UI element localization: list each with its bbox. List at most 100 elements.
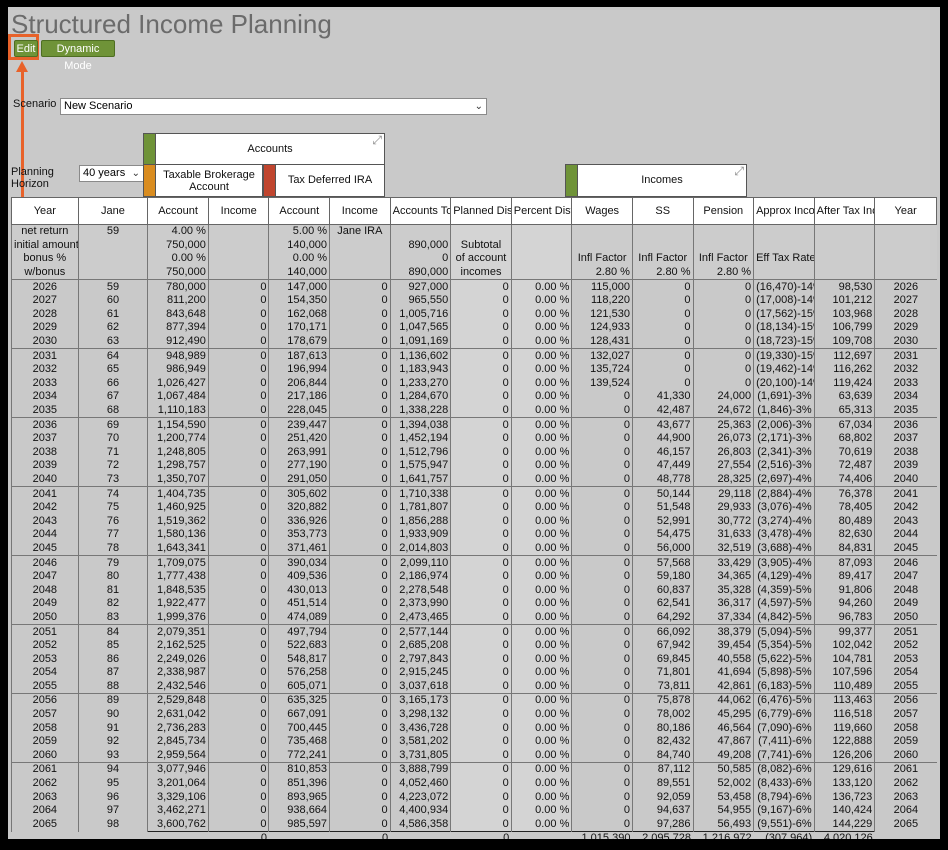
cell-percent-distribution[interactable]: 0.00 % xyxy=(510,390,572,404)
cell-percent-distribution[interactable]: 0.00 % xyxy=(510,500,572,515)
cell-planned-distribution[interactable]: 0 xyxy=(450,514,512,529)
cell-planned-distribution[interactable]: 0 xyxy=(450,817,512,832)
cell-planned-distribution[interactable]: 0 xyxy=(450,693,512,708)
cell-percent-distribution[interactable]: 0.00 % xyxy=(510,541,572,556)
cell-percent-distribution[interactable]: 0.00 % xyxy=(510,666,572,680)
cell-planned-distribution[interactable]: 0 xyxy=(450,803,512,818)
cell-planned-distribution[interactable]: 0 xyxy=(450,376,512,391)
cell-planned-distribution[interactable]: 0 xyxy=(450,638,512,653)
cell-percent-distribution[interactable]: 0.00 % xyxy=(510,376,572,391)
scenario-select[interactable]: New Scenario ⌄ xyxy=(60,98,487,115)
cell-percent-distribution[interactable]: 0.00 % xyxy=(510,583,572,598)
taxable-initial-amount[interactable]: 750,000 xyxy=(147,238,209,253)
cell-percent-distribution[interactable]: 0.00 % xyxy=(510,321,572,335)
cell-percent-distribution[interactable]: 0.00 % xyxy=(510,334,572,349)
cell-planned-distribution[interactable]: 0 xyxy=(450,707,512,722)
cell-planned-distribution[interactable]: 0 xyxy=(450,610,512,625)
cell-planned-distribution[interactable]: 0 xyxy=(450,597,512,611)
cell-planned-distribution[interactable]: 0 xyxy=(450,293,512,308)
cell-planned-distribution[interactable]: 0 xyxy=(450,431,512,446)
cell-planned-distribution[interactable]: 0 xyxy=(450,748,512,763)
cell-percent-distribution[interactable]: 0.00 % xyxy=(510,569,572,584)
cell-year: 2059 xyxy=(11,734,79,749)
cell-percent-distribution[interactable]: 0.00 % xyxy=(510,652,572,666)
cell-planned-distribution[interactable]: 0 xyxy=(450,279,512,294)
col-header-ira-account: Account xyxy=(268,197,331,225)
cell-percent-distribution[interactable]: 0.00 % xyxy=(510,817,572,832)
cell-planned-distribution[interactable]: 0 xyxy=(450,762,512,777)
cell-planned-distribution[interactable]: 0 xyxy=(450,307,512,322)
cell-planned-distribution[interactable]: 0 xyxy=(450,403,512,418)
cell-percent-distribution[interactable]: 0.00 % xyxy=(510,279,572,294)
cell-planned-distribution[interactable]: 0 xyxy=(450,417,512,432)
ira-initial-amount[interactable]: 140,000 xyxy=(268,238,330,253)
collapse-icon[interactable]: ⤢ xyxy=(734,164,744,178)
cell-percent-distribution[interactable]: 0.00 % xyxy=(510,693,572,708)
eff-tax-rate-label: Eff Tax Rate xyxy=(753,252,815,266)
cell-planned-distribution[interactable]: 0 xyxy=(450,390,512,404)
cell-planned-distribution[interactable]: 0 xyxy=(450,321,512,335)
cell-planned-distribution[interactable]: 0 xyxy=(450,528,512,542)
cell-percent-distribution[interactable]: 0.00 % xyxy=(510,734,572,749)
cell-planned-distribution[interactable]: 0 xyxy=(450,624,512,639)
cell-planned-distribution[interactable]: 0 xyxy=(450,569,512,584)
cell-percent-distribution[interactable]: 0.00 % xyxy=(510,307,572,322)
cell-percent-distribution[interactable]: 0.00 % xyxy=(510,431,572,446)
cell-percent-distribution[interactable]: 0.00 % xyxy=(510,403,572,418)
cell-percent-distribution[interactable]: 0.00 % xyxy=(510,624,572,639)
cell-planned-distribution[interactable]: 0 xyxy=(450,541,512,556)
cell-pension: 24,000 xyxy=(692,390,754,404)
cell-planned-distribution[interactable]: 0 xyxy=(450,776,512,791)
cell-planned-distribution[interactable]: 0 xyxy=(450,486,512,501)
cell-planned-distribution[interactable]: 0 xyxy=(450,666,512,680)
cell-percent-distribution[interactable]: 0.00 % xyxy=(510,514,572,529)
cell-planned-distribution[interactable]: 0 xyxy=(450,500,512,515)
cell-percent-distribution[interactable]: 0.00 % xyxy=(510,707,572,722)
planning-horizon-select[interactable]: 40 years ⌄ xyxy=(79,165,144,182)
cell-percent-distribution[interactable]: 0.00 % xyxy=(510,721,572,735)
cell-planned-distribution[interactable]: 0 xyxy=(450,652,512,666)
cell-percent-distribution[interactable]: 0.00 % xyxy=(510,486,572,501)
cell-percent-distribution[interactable]: 0.00 % xyxy=(510,610,572,625)
cell-planned-distribution[interactable]: 0 xyxy=(450,721,512,735)
cell-percent-distribution[interactable]: 0.00 % xyxy=(510,555,572,570)
cell-percent-distribution[interactable]: 0.00 % xyxy=(510,679,572,694)
edit-button[interactable]: Edit xyxy=(14,40,38,57)
cell-planned-distribution[interactable]: 0 xyxy=(450,734,512,749)
cell-percent-distribution[interactable]: 0.00 % xyxy=(510,348,572,363)
cell-planned-distribution[interactable]: 0 xyxy=(450,334,512,349)
cell-percent-distribution[interactable]: 0.00 % xyxy=(510,459,572,473)
cell-percent-distribution[interactable]: 0.00 % xyxy=(510,638,572,653)
cell-planned-distribution[interactable]: 0 xyxy=(450,445,512,460)
ira-bonus-percent[interactable]: 0.00 % xyxy=(268,252,330,266)
cell-percent-distribution[interactable]: 0.00 % xyxy=(510,776,572,791)
cell-planned-distribution[interactable]: 0 xyxy=(450,790,512,804)
cell-percent-distribution[interactable]: 0.00 % xyxy=(510,417,572,432)
collapse-icon[interactable]: ⤢ xyxy=(372,133,382,147)
cell-percent-distribution[interactable]: 0.00 % xyxy=(510,445,572,460)
cell-planned-distribution[interactable]: 0 xyxy=(450,459,512,473)
table-row: 2034 67 1,067,484 0 217,186 0 1,284,670 0 0.00 %… xyxy=(11,390,937,404)
taxable-bonus-percent[interactable]: 0.00 % xyxy=(147,252,209,266)
ss-infl-input[interactable]: 2.80 % xyxy=(631,265,694,280)
ira-net-return-input[interactable]: 5.00 % xyxy=(268,224,330,239)
cell-percent-distribution[interactable]: 0.00 % xyxy=(510,790,572,804)
cell-percent-distribution[interactable]: 0.00 % xyxy=(510,597,572,611)
dynamic-mode-button[interactable]: Dynamic Mode xyxy=(41,40,115,72)
cell-planned-distribution[interactable]: 0 xyxy=(450,362,512,377)
cell-percent-distribution[interactable]: 0.00 % xyxy=(510,528,572,542)
cell-percent-distribution[interactable]: 0.00 % xyxy=(510,803,572,818)
cell-planned-distribution[interactable]: 0 xyxy=(450,679,512,694)
cell-percent-distribution[interactable]: 0.00 % xyxy=(510,762,572,777)
cell-percent-distribution[interactable]: 0.00 % xyxy=(510,748,572,763)
cell-percent-distribution[interactable]: 0.00 % xyxy=(510,472,572,487)
cell-percent-distribution[interactable]: 0.00 % xyxy=(510,293,572,308)
cell-percent-distribution[interactable]: 0.00 % xyxy=(510,362,572,377)
cell-planned-distribution[interactable]: 0 xyxy=(450,472,512,487)
taxable-net-return-input[interactable]: 4.00 % xyxy=(147,224,209,239)
cell-planned-distribution[interactable]: 0 xyxy=(450,555,512,570)
pension-infl-input[interactable]: 2.80 % xyxy=(692,265,754,280)
cell-planned-distribution[interactable]: 0 xyxy=(450,583,512,598)
cell-planned-distribution[interactable]: 0 xyxy=(450,348,512,363)
wages-infl-input[interactable]: 2.80 % xyxy=(571,265,633,280)
